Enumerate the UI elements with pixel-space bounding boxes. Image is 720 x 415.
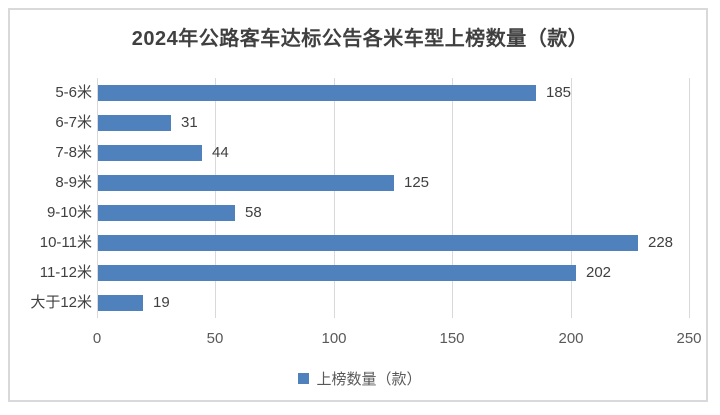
x-tick-label: 50 xyxy=(206,330,224,347)
category-label: 11-12米 xyxy=(39,264,92,281)
category-label: 10-11米 xyxy=(39,234,92,251)
value-label: 58 xyxy=(245,204,262,221)
bar xyxy=(98,145,202,161)
gridline xyxy=(334,78,335,318)
x-tick-label: 200 xyxy=(558,330,584,347)
x-tick-label: 250 xyxy=(676,330,702,347)
legend-square-icon xyxy=(298,373,310,384)
category-label: 7-8米 xyxy=(55,144,92,161)
plot-area: 185 31 44 125 58 228 202 19 xyxy=(97,78,690,318)
category-label: 6-7米 xyxy=(55,114,92,131)
value-label: 202 xyxy=(586,264,612,281)
category-label: 8-9米 xyxy=(55,174,92,191)
legend: 上榜数量（款） xyxy=(0,368,720,389)
category-label: 大于12米 xyxy=(30,294,92,311)
bar-row: 185 xyxy=(97,78,689,108)
value-label: 19 xyxy=(153,294,170,311)
bar-row: 31 xyxy=(97,108,689,138)
bar xyxy=(98,265,576,281)
x-tick-label: 150 xyxy=(439,330,465,347)
bar-row: 228 xyxy=(97,228,689,258)
x-tick-label: 100 xyxy=(321,330,347,347)
category-label: 5-6米 xyxy=(55,84,92,101)
value-label: 31 xyxy=(181,114,198,131)
gridline xyxy=(571,78,572,318)
bar-row: 44 xyxy=(97,138,689,168)
bar xyxy=(98,115,171,131)
bar xyxy=(98,295,143,311)
bar-row: 58 xyxy=(97,198,689,228)
gridline xyxy=(452,78,453,318)
value-label: 228 xyxy=(648,234,674,251)
bar xyxy=(98,85,536,101)
bar-row: 202 xyxy=(97,258,689,288)
gridline xyxy=(689,78,690,318)
gridline xyxy=(97,78,98,318)
legend-label: 上榜数量（款） xyxy=(316,371,422,388)
value-label: 44 xyxy=(212,144,229,161)
x-tick-label: 0 xyxy=(92,330,102,347)
value-label: 185 xyxy=(546,84,572,101)
value-label: 125 xyxy=(404,174,430,191)
category-label: 9-10米 xyxy=(46,204,92,221)
bar-row: 19 xyxy=(97,288,689,318)
bar-row: 125 xyxy=(97,168,689,198)
bar xyxy=(98,175,394,191)
bar xyxy=(98,205,235,221)
gridline xyxy=(215,78,216,318)
chart-title: 2024年公路客车达标公告各米车型上榜数量（款） xyxy=(131,28,589,50)
bar xyxy=(98,235,638,251)
